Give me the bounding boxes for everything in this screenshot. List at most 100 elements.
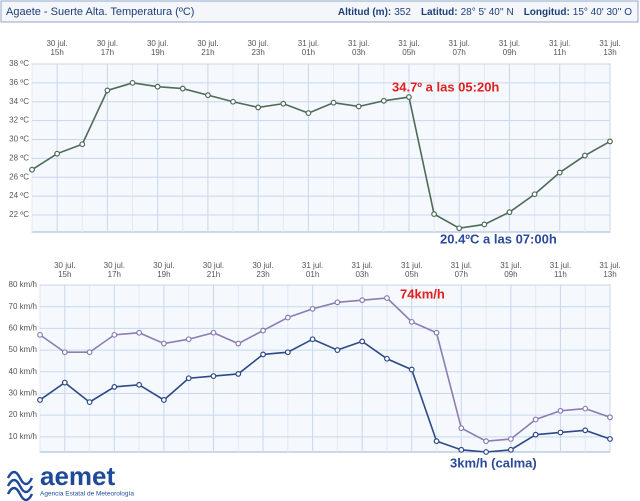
x-tick-label: 31 jul.	[499, 39, 520, 48]
point	[309, 305, 316, 312]
x-tick-label: 01h	[306, 270, 319, 279]
point	[79, 141, 86, 148]
point	[54, 150, 61, 157]
point	[111, 331, 118, 338]
x-tick-label: 31 jul.	[302, 261, 323, 270]
x-tick-label: 31 jul.	[348, 39, 369, 48]
point	[607, 138, 613, 145]
header-fields: Altitud (m): 352 Latitud: 28° 5' 40'' N Long…	[338, 7, 632, 18]
x-tick-label: 15h	[58, 270, 71, 279]
point	[334, 347, 341, 353]
y-tick-label: 32 ºC	[9, 116, 29, 125]
y-tick-label: 24 ºC	[9, 191, 29, 200]
point	[408, 318, 415, 325]
x-tick-label: 31 jul.	[550, 261, 571, 270]
x-tick-label: 05h	[402, 48, 415, 57]
header-title: Agaete - Suerte Alta. Temperatura (ºC)	[6, 6, 194, 18]
x-tick-label: 15h	[50, 48, 63, 57]
y-tick-label: 70 km/h	[9, 302, 37, 311]
point	[359, 297, 366, 304]
y-tick-label: 80 km/h	[9, 280, 37, 289]
field-value: 352	[394, 7, 411, 18]
x-tick-label: 30 jul.	[147, 39, 168, 48]
point	[280, 100, 287, 107]
y-tick-label: 22 ºC	[9, 210, 29, 219]
x-tick-label: 19h	[151, 48, 164, 57]
y-tick-label: 30 ºC	[9, 135, 29, 144]
x-tick-label: 17h	[101, 48, 114, 57]
x-tick-label: 21h	[207, 270, 220, 279]
point	[161, 340, 167, 347]
point	[104, 87, 111, 94]
y-tick-label: 60 km/h	[9, 323, 37, 332]
point	[532, 431, 539, 438]
x-tick-label: 30 jul.	[46, 39, 67, 48]
point	[483, 449, 489, 455]
y-tick-label: 30 km/h	[9, 389, 37, 398]
point	[557, 407, 564, 414]
point	[380, 97, 387, 104]
x-tick-label: 30 jul.	[197, 39, 218, 48]
x-tick-label: 19h	[157, 270, 170, 279]
logo-icon	[6, 470, 34, 501]
point	[185, 336, 192, 343]
point	[185, 375, 192, 382]
point	[355, 103, 362, 110]
point	[235, 340, 242, 347]
point	[433, 438, 440, 445]
y-tick-label: 28 ºC	[9, 153, 29, 162]
point	[406, 94, 412, 100]
series-line	[39, 338, 611, 453]
point	[456, 225, 463, 232]
point	[458, 446, 465, 453]
x-tick-label: 13h	[603, 270, 616, 279]
point	[483, 438, 489, 445]
x-tick-label: 31 jul.	[398, 39, 419, 48]
logo: aemet Agencia Estatal de Meteorología	[6, 461, 134, 501]
logo-subtitle: Agencia Estatal de Meteorología	[40, 491, 134, 498]
x-tick-label: 30 jul.	[247, 39, 268, 48]
x-tick-label: 31 jul.	[549, 39, 570, 48]
x-tick-label: 31 jul.	[298, 39, 319, 48]
x-tick-label: 31 jul.	[449, 39, 470, 48]
point	[179, 85, 186, 92]
annotation: 3km/h (calma)	[450, 455, 537, 470]
x-tick-label: 05h	[405, 270, 418, 279]
y-tick-label: 26 ºC	[9, 172, 29, 181]
x-tick-label: 17h	[108, 270, 121, 279]
field-label: Altitud (m):	[338, 7, 391, 18]
x-tick-label: 31 jul.	[401, 261, 422, 270]
x-tick-label: 11h	[554, 270, 567, 279]
x-tick-label: 30 jul.	[97, 39, 118, 48]
x-tick-label: 07h	[453, 48, 466, 57]
point	[37, 331, 43, 338]
point	[507, 436, 514, 442]
point	[260, 327, 266, 334]
x-tick-label: 23h	[251, 48, 264, 57]
x-tick-label: 30 jul.	[54, 261, 75, 270]
y-tick-label: 34 ºC	[9, 97, 29, 106]
x-tick-label: 31 jul.	[500, 261, 521, 270]
point	[86, 349, 93, 356]
point	[37, 397, 43, 403]
point	[29, 166, 35, 173]
point	[86, 399, 93, 406]
field-value: 28° 5' 40'' N	[461, 7, 514, 18]
annotation: 20.4ºC a las 07:00h	[440, 231, 557, 246]
x-tick-label: 30 jul.	[252, 261, 273, 270]
logo-name: aemet	[40, 461, 115, 491]
point	[260, 351, 266, 358]
point	[408, 366, 415, 373]
point	[532, 416, 539, 423]
point	[230, 98, 236, 105]
field-value: 15° 40' 30'' O	[573, 7, 632, 18]
point	[210, 329, 217, 336]
point	[255, 104, 262, 111]
y-tick-label: 50 km/h	[9, 345, 37, 354]
x-tick-label: 30 jul.	[203, 261, 224, 270]
point	[61, 379, 68, 386]
x-tick-label: 13h	[603, 48, 616, 57]
point	[334, 299, 341, 306]
series-line	[31, 82, 611, 230]
annotation: 74km/h	[400, 286, 445, 301]
